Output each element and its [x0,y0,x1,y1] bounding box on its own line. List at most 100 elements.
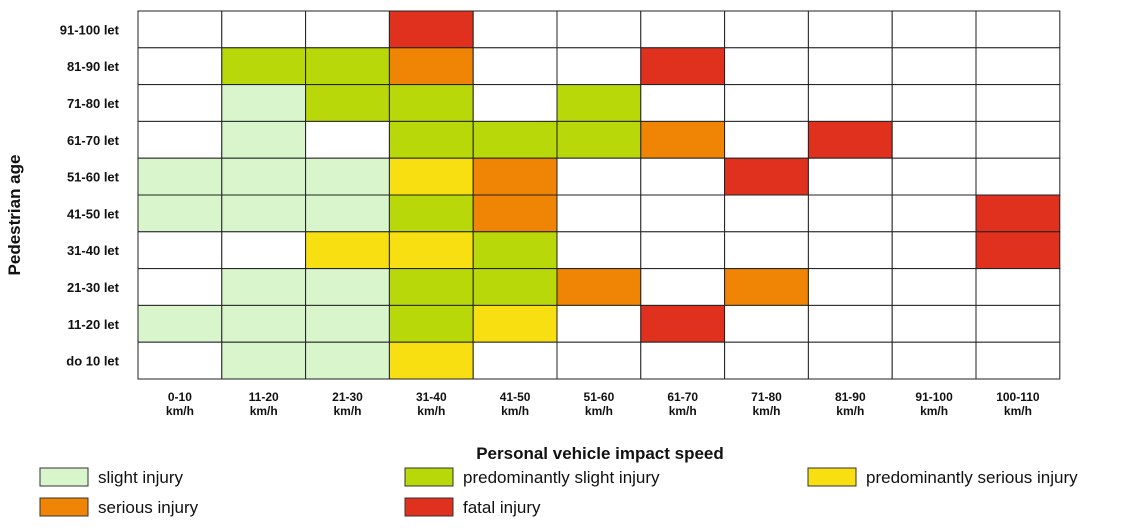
cell-61-70-let-91-100 [891,120,977,159]
cell-81-90-let-41-50 [472,47,558,86]
cell-91-100-let-31-40 [388,10,474,49]
cell-51-60-let-11-20 [221,157,307,196]
cell-51-60-let-100-110 [975,157,1061,196]
cell-11-20-let-81-90 [807,304,893,343]
row-label: 81-90 let [67,59,120,74]
column-label: 0-10 km/h [166,390,194,418]
cell-do-10-let-71-80 [724,341,809,380]
cell-71-80-let-21-30 [305,84,390,122]
cell-61-70-let-11-20 [221,120,307,159]
cell-21-30-let-11-20 [221,268,307,306]
cell-21-30-let-21-30 [305,268,390,306]
column-label: 11-20 km/h [249,390,279,418]
cell-21-30-let-41-50 [472,268,558,306]
cell-do-10-let-100-110 [975,341,1061,380]
legend-swatch-serious-injury [39,497,89,517]
row-label: do 10 let [66,354,119,369]
cell-81-90-let-61-70 [640,47,726,86]
cell-41-50-let-21-30 [305,194,390,233]
cell-31-40-let-11-20 [221,231,307,270]
cell-11-20-let-100-110 [975,304,1061,343]
cell-91-100-let-61-70 [640,10,726,49]
legend-label-predominantly-slight-injury: predominantly slight injury [463,468,660,487]
cell-81-90-let-0-10 [137,47,223,86]
cell-51-60-let-81-90 [807,157,893,196]
cell-21-30-let-0-10 [137,268,223,306]
row-label: 31-40 let [67,243,120,258]
column-label: 71-80 km/h [751,390,782,418]
cell-61-70-let-61-70 [640,120,726,159]
cell-91-100-let-21-30 [305,10,390,49]
column-label: 91-100 km/h [915,390,953,418]
cell-81-90-let-21-30 [305,47,390,86]
legend-swatch-predominantly-serious-injury [807,467,857,487]
legend-label-slight-injury: slight injury [98,468,184,487]
cell-81-90-let-81-90 [807,47,893,86]
cell-21-30-let-91-100 [891,268,977,306]
cell-11-20-let-11-20 [221,304,307,343]
cell-71-80-let-51-60 [556,84,642,122]
cell-61-70-let-100-110 [975,120,1061,159]
cell-11-20-let-31-40 [388,304,474,343]
x-axis-title: Personal vehicle impact speed [476,444,724,463]
cell-41-50-let-31-40 [388,194,474,233]
cell-21-30-let-61-70 [640,268,726,306]
column-label: 100-110 km/h [996,390,1040,418]
cell-do-10-let-31-40 [388,341,474,380]
column-label: 81-90 km/h [835,390,866,418]
cell-61-70-let-51-60 [556,120,642,159]
column-label: 51-60 km/h [584,390,615,418]
cell-do-10-let-61-70 [640,341,726,380]
cell-do-10-let-21-30 [305,341,390,380]
row-label: 91-100 let [60,22,120,37]
column-label: 21-30 km/h [332,390,363,418]
cell-51-60-let-0-10 [137,157,223,196]
cell-41-50-let-91-100 [891,194,977,233]
cell-41-50-let-61-70 [640,194,726,233]
row-label: 11-20 let [68,317,120,332]
heatmap-cells [137,10,1061,380]
cell-do-10-let-91-100 [891,341,977,380]
cell-do-10-let-0-10 [137,341,223,380]
legend-label-predominantly-serious-injury: predominantly serious injury [866,468,1078,487]
y-axis-title: Pedestrian age [5,155,24,276]
cell-do-10-let-81-90 [807,341,893,380]
cell-71-80-let-71-80 [724,84,809,122]
cell-71-80-let-81-90 [807,84,893,122]
cell-61-70-let-0-10 [137,120,223,159]
legend-swatch-slight-injury [39,467,89,487]
cell-do-10-let-51-60 [556,341,642,380]
legend: slight injury predominantly slight injury… [39,467,1078,517]
row-label: 51-60 let [67,170,120,185]
cell-91-100-let-71-80 [724,10,809,49]
cell-51-60-let-71-80 [724,157,809,196]
cell-11-20-let-91-100 [891,304,977,343]
cell-31-40-let-0-10 [137,231,223,270]
cell-91-100-let-0-10 [137,10,223,49]
cell-21-30-let-81-90 [807,268,893,306]
cell-31-40-let-91-100 [891,231,977,270]
cell-21-30-let-51-60 [556,268,642,306]
cell-91-100-let-11-20 [221,10,307,49]
legend-swatch-fatal-injury [404,497,454,517]
cell-51-60-let-41-50 [472,157,558,196]
cell-91-100-let-91-100 [891,10,977,49]
cell-31-40-let-81-90 [807,231,893,270]
cell-41-50-let-100-110 [975,194,1061,233]
cell-91-100-let-81-90 [807,10,893,49]
cell-51-60-let-61-70 [640,157,726,196]
cell-81-90-let-51-60 [556,47,642,86]
cell-91-100-let-41-50 [472,10,558,49]
cell-61-70-let-71-80 [724,120,809,159]
cell-71-80-let-11-20 [221,84,307,122]
row-label: 41-50 let [67,206,120,221]
cell-71-80-let-0-10 [137,84,223,122]
column-labels: 0-10 km/h 11-20 km/h 21-30 km/h 31-40 km/h 41-50… [166,390,1040,418]
cell-51-60-let-21-30 [305,157,390,196]
row-labels: 91-100 let 81-90 let 71-80 let 61-70 let 51-… [60,22,120,368]
cell-21-30-let-100-110 [975,268,1061,306]
cell-91-100-let-51-60 [556,10,642,49]
cell-41-50-let-11-20 [221,194,307,233]
column-label: 61-70 km/h [667,390,698,418]
